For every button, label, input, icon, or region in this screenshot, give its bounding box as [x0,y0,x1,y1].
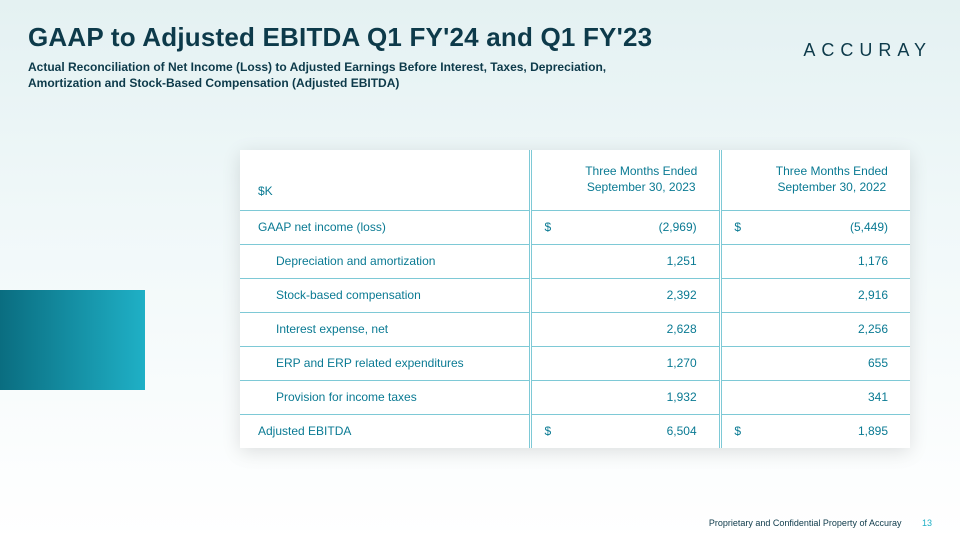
value-period-1: 6,504 [564,414,720,448]
currency-symbol [720,380,754,414]
unit-label: $K [240,150,530,210]
table-row: Provision for income taxes 1,932 341 [240,380,910,414]
value-period-2: 2,256 [754,312,910,346]
currency-symbol [720,346,754,380]
slide-header: GAAP to Adjusted EBITDA Q1 FY'24 and Q1 … [28,22,932,91]
page-title: GAAP to Adjusted EBITDA Q1 FY'24 and Q1 … [28,22,932,53]
period-header-1: Three Months Ended September 30, 2023 [564,150,720,210]
value-period-2: 341 [754,380,910,414]
row-label: Depreciation and amortization [240,244,530,278]
value-period-2: 1,176 [754,244,910,278]
currency-symbol [530,380,564,414]
value-period-2: 1,895 [754,414,910,448]
table-row: Stock-based compensation 2,392 2,916 [240,278,910,312]
currency-symbol [530,312,564,346]
table-row: ERP and ERP related expenditures 1,270 655 [240,346,910,380]
currency-symbol: $ [720,210,754,244]
row-label: ERP and ERP related expenditures [240,346,530,380]
slide-footer: Proprietary and Confidential Property of… [709,518,932,528]
currency-symbol [530,346,564,380]
table-row: Depreciation and amortization 1,251 1,176 [240,244,910,278]
value-period-1: 1,251 [564,244,720,278]
value-period-1: 1,270 [564,346,720,380]
row-label: Stock-based compensation [240,278,530,312]
row-label: GAAP net income (loss) [240,210,530,244]
table-row: GAAP net income (loss)$(2,969)$(5,449) [240,210,910,244]
row-label: Provision for income taxes [240,380,530,414]
currency-symbol [720,278,754,312]
value-period-2: (5,449) [754,210,910,244]
currency-symbol: $ [530,414,564,448]
currency-symbol: $ [720,414,754,448]
value-period-1: 1,932 [564,380,720,414]
period-header-2: Three Months Ended September 30, 2022 [754,150,910,210]
page-number: 13 [922,518,932,528]
value-period-1: 2,392 [564,278,720,312]
currency-symbol: $ [530,210,564,244]
value-period-2: 655 [754,346,910,380]
page-subtitle: Actual Reconciliation of Net Income (Los… [28,59,668,91]
value-period-1: (2,969) [564,210,720,244]
value-period-2: 2,916 [754,278,910,312]
currency-symbol [530,244,564,278]
value-period-1: 2,628 [564,312,720,346]
row-label: Interest expense, net [240,312,530,346]
table-row: Interest expense, net 2,628 2,256 [240,312,910,346]
currency-symbol [720,244,754,278]
currency-symbol [530,278,564,312]
currency-symbol [720,312,754,346]
confidentiality-notice: Proprietary and Confidential Property of… [709,518,902,528]
ebitda-reconciliation-table: $K Three Months Ended September 30, 2023… [240,150,910,448]
table-row: Adjusted EBITDA$6,504$1,895 [240,414,910,448]
row-label: Adjusted EBITDA [240,414,530,448]
brand-logo: ACCURAY [803,40,932,61]
decorative-gradient-block [0,290,145,390]
table-header-row: $K Three Months Ended September 30, 2023… [240,150,910,210]
